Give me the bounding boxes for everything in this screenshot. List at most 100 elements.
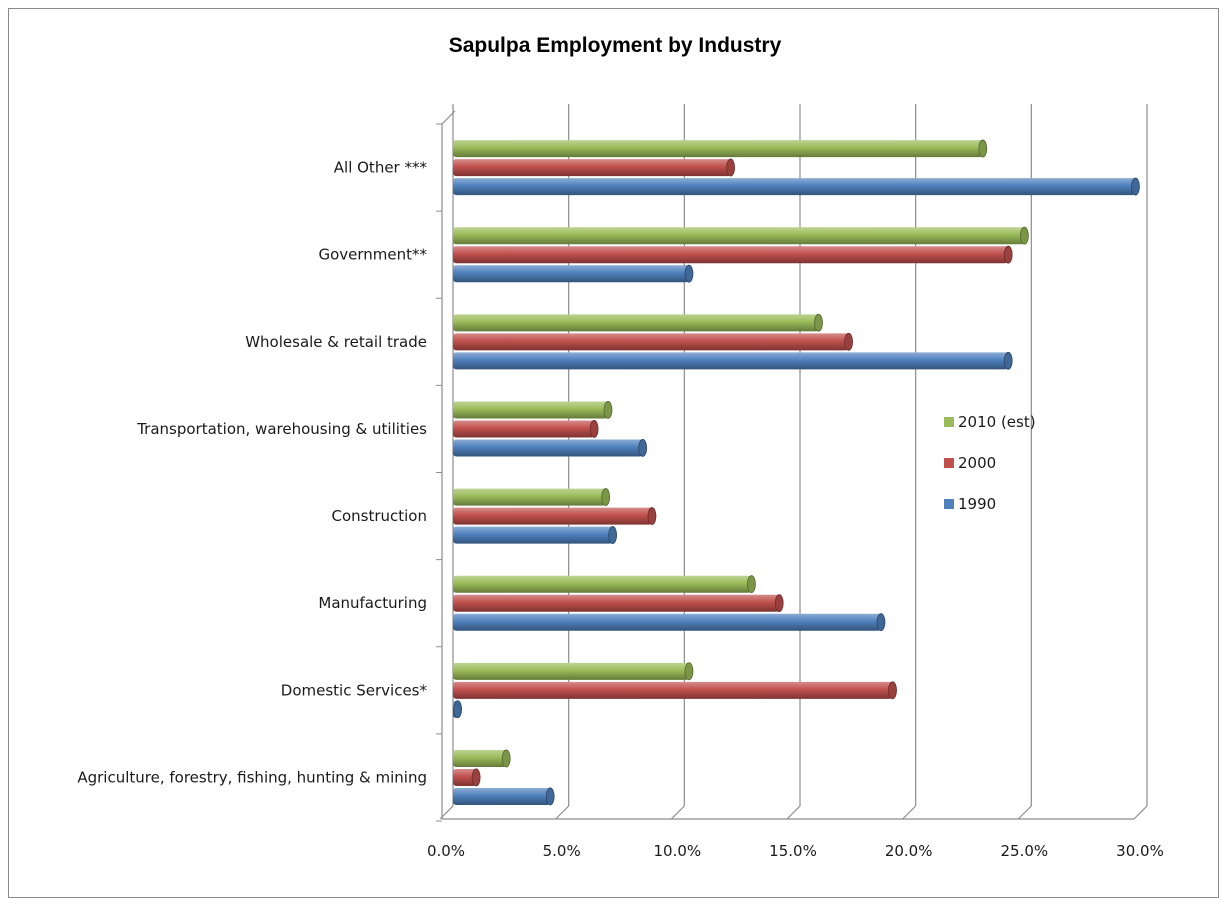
bar-end-cap [684,264,694,283]
bar-end-cap [1003,245,1013,264]
category-label: Wholesale & retail trade [245,333,427,351]
bar [453,351,1013,370]
bar-body [453,526,613,544]
bar-end-cap [608,526,618,544]
bar [453,245,1013,264]
bar [453,681,897,700]
bar [453,158,735,177]
bar-body [453,314,819,332]
bar-body [453,333,849,351]
bar-body [453,246,1009,264]
legend-label: 2000 [958,454,996,472]
bar [453,662,694,681]
bar [453,613,886,632]
bar-body [453,613,881,631]
category-label: Government** [318,246,427,264]
bar-body [453,401,608,419]
bar [453,488,611,506]
x-tick-label: 5.0% [543,842,581,860]
bar-body [453,681,893,699]
bar [453,313,823,332]
category-label: Domestic Services* [281,681,428,699]
legend-swatch [944,499,954,509]
bar [453,264,694,283]
x-tick-label: 10.0% [654,842,702,860]
bar [453,594,784,613]
bar [453,700,463,719]
gridline-depth [1017,805,1032,820]
gridline-depth [902,805,917,820]
category-label: Transportation, warehousing & utilities [136,420,427,438]
bar [453,332,853,351]
legend-swatch [944,458,954,468]
category-label: Construction [331,507,427,525]
bar-end-cap [978,139,988,158]
bar-end-cap [545,787,555,806]
bar-body [453,352,1009,370]
bar-end-cap [1003,351,1013,370]
bar-end-cap [814,313,823,332]
bar-end-cap [1131,177,1140,196]
legend-swatch [944,417,954,427]
bar-body [453,265,689,283]
bar [453,749,511,768]
bar-end-cap [747,575,756,594]
x-tick-label: 15.0% [769,842,817,860]
bar-body [453,787,551,805]
bar-end-cap [1019,226,1029,245]
bar-end-cap [844,332,853,351]
bar-end-cap [774,594,784,613]
bar-end-cap [638,439,648,457]
bar-body [453,768,477,786]
bar-end-cap [453,700,463,719]
bar [453,575,756,594]
bar [453,787,555,806]
bar [453,439,648,457]
bar-body [453,227,1025,245]
bar [453,401,613,419]
x-tick-label: 30.0% [1116,842,1164,860]
bar [453,177,1140,196]
bar-body [453,662,689,680]
bar-end-cap [501,749,511,768]
bar-body [453,420,595,438]
bar-end-cap [726,158,735,177]
bar-body [453,575,752,593]
chart-title: Sapulpa Employment by Industry [448,34,782,57]
bar-body [453,140,983,158]
x-tick-label: 20.0% [885,842,933,860]
x-tick-label: 0.0% [427,842,465,860]
category-label: Manufacturing [318,594,427,612]
bar [453,420,599,438]
bar [453,226,1029,245]
category-label: Agriculture, forestry, fishing, hunting … [77,768,427,786]
bar-body [453,749,507,767]
bar [453,768,481,787]
bar-body [453,178,1136,196]
bar-body [453,488,606,506]
legend-label: 1990 [958,495,996,513]
bar [453,139,988,158]
bar-body [453,594,780,612]
bar [453,507,657,525]
bar-end-cap [684,662,694,681]
bar-end-cap [888,681,897,700]
gridline-depth [786,805,801,820]
x-tick-label: 25.0% [1001,842,1049,860]
gridline-depth [555,805,570,820]
bar-body [453,159,731,177]
bar-end-cap [603,401,613,419]
y-axis-top [441,110,456,125]
bar-body [453,507,652,525]
legend-label: 2010 (est) [958,413,1036,431]
bar [453,526,618,544]
bar-end-cap [876,613,886,632]
bar-body [453,439,643,457]
gridline-depth [1133,805,1148,820]
bar-end-cap [471,768,481,787]
category-label: All Other *** [334,159,428,177]
gridline-depth [670,805,685,820]
bar-end-cap [647,507,657,525]
chart-plot: All Other *** Government** Wholesale & ret… [77,104,1164,860]
bar-end-cap [589,420,599,438]
